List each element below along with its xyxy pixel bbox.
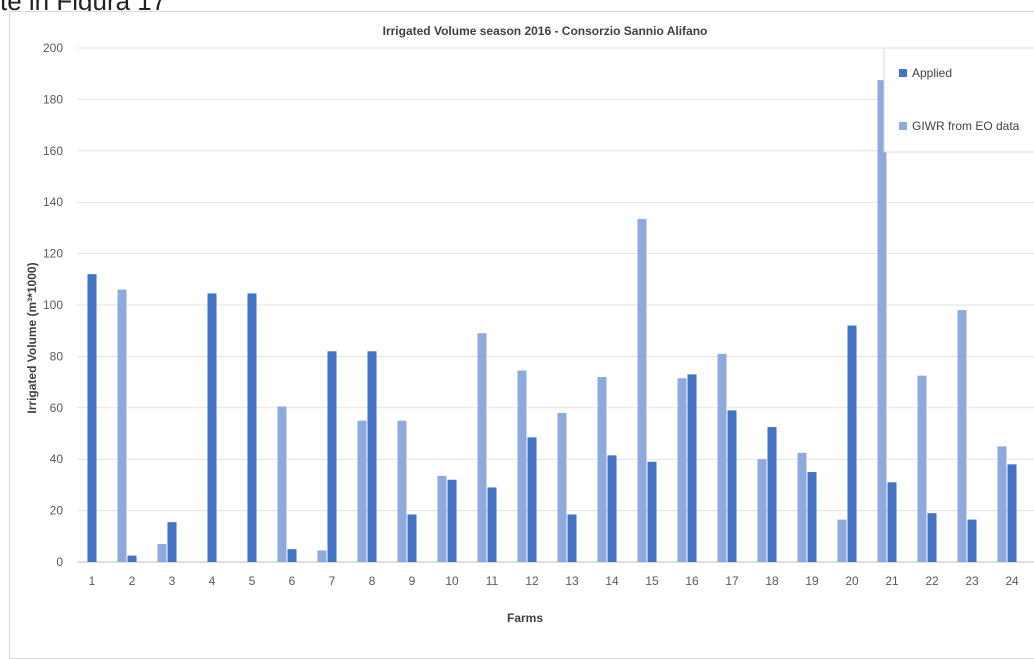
- y-tick-label: 160: [43, 144, 63, 158]
- bar-giwr: [678, 378, 687, 562]
- x-tick-label: 4: [209, 574, 216, 588]
- bar-applied: [528, 437, 537, 562]
- y-tick-label: 80: [50, 349, 64, 363]
- bar-giwr: [718, 354, 727, 562]
- x-tick-label: 16: [685, 574, 699, 588]
- y-tick-label: 120: [43, 247, 63, 261]
- bar-giwr: [838, 520, 847, 562]
- x-tick-label: 6: [289, 574, 296, 588]
- legend-label-applied: Applied: [912, 66, 952, 80]
- x-tick-label: 19: [805, 574, 819, 588]
- bar-applied: [328, 351, 337, 562]
- y-tick-label: 200: [43, 41, 63, 55]
- legend-label-giwr: GIWR from EO data: [912, 119, 1020, 133]
- x-tick-label: 17: [725, 574, 739, 588]
- bar-applied: [88, 274, 97, 562]
- bar-giwr: [478, 333, 487, 562]
- bar-giwr: [118, 290, 127, 562]
- y-tick-label: 60: [50, 401, 64, 415]
- y-tick-label: 20: [50, 504, 64, 518]
- x-tick-label: 10: [445, 574, 459, 588]
- bar-giwr: [598, 377, 607, 562]
- bar-applied: [168, 522, 177, 562]
- x-tick-label: 21: [885, 574, 899, 588]
- x-tick-label: 23: [965, 574, 979, 588]
- y-tick-label: 100: [43, 298, 63, 312]
- bar-applied: [1008, 464, 1017, 562]
- bar-giwr: [918, 376, 927, 562]
- y-tick-labels: 0 20 40 60 80 100 120 140 160 180 200: [43, 41, 63, 569]
- legend: Applied GIWR from EO data: [884, 48, 1034, 152]
- bar-applied: [288, 549, 297, 562]
- bar-giwr: [758, 459, 767, 562]
- x-tick-label: 5: [249, 574, 256, 588]
- bar-giwr: [518, 371, 527, 562]
- bar-applied: [608, 455, 617, 562]
- bar-applied: [368, 351, 377, 562]
- x-tick-label: 18: [765, 574, 779, 588]
- x-tick-label: 20: [845, 574, 859, 588]
- legend-box: [884, 48, 1034, 152]
- x-tick-label: 8: [369, 574, 376, 588]
- bar-applied: [128, 556, 137, 562]
- x-tick-label: 3: [169, 574, 176, 588]
- y-tick-label: 180: [43, 92, 63, 106]
- x-tick-label: 2: [129, 574, 136, 588]
- bar-applied: [808, 472, 817, 562]
- x-tick-label: 7: [329, 574, 336, 588]
- bar-applied: [448, 480, 457, 562]
- x-tick-label: 1: [89, 574, 96, 588]
- legend-swatch-applied: [899, 69, 907, 77]
- bar-giwr: [158, 544, 167, 562]
- bar-giwr: [278, 407, 287, 562]
- bar-giwr: [398, 421, 407, 562]
- bar-applied: [248, 293, 257, 562]
- bar-applied: [648, 462, 657, 562]
- x-tick-label: 22: [925, 574, 939, 588]
- bar-applied: [408, 514, 417, 562]
- bar-applied: [688, 374, 697, 562]
- bar-giwr: [998, 446, 1007, 562]
- bar-giwr: [638, 219, 647, 562]
- x-tick-label: 24: [1005, 574, 1019, 588]
- bar-giwr: [358, 421, 367, 562]
- x-tick-label: 14: [605, 574, 619, 588]
- y-tick-label: 0: [56, 555, 63, 569]
- bar-applied: [768, 427, 777, 562]
- y-tick-label: 140: [43, 195, 63, 209]
- bar-applied: [488, 487, 497, 562]
- x-tick-label: 11: [486, 574, 499, 588]
- bar-giwr: [958, 310, 967, 562]
- chart-title: Irrigated Volume season 2016 - Consorzio…: [383, 24, 708, 38]
- x-tick-label: 13: [565, 574, 579, 588]
- bar-giwr: [558, 413, 567, 562]
- bar-giwr: [438, 476, 447, 562]
- y-axis-title: Irrigated Volume (m³*1000): [25, 262, 39, 413]
- bar-applied: [888, 482, 897, 562]
- x-tick-label: 15: [645, 574, 659, 588]
- bar-applied: [568, 514, 577, 562]
- x-axis-title: Farms: [507, 611, 543, 625]
- bar-applied: [968, 520, 977, 562]
- bar-giwr: [798, 453, 807, 562]
- bar-applied: [928, 513, 937, 562]
- x-tick-label: 9: [409, 574, 416, 588]
- bar-applied: [208, 293, 217, 562]
- bar-applied: [728, 410, 737, 562]
- x-tick-label: 12: [525, 574, 539, 588]
- bar-applied: [848, 326, 857, 562]
- legend-swatch-giwr: [899, 122, 907, 130]
- y-tick-label: 40: [50, 452, 64, 466]
- bar-giwr: [318, 550, 327, 562]
